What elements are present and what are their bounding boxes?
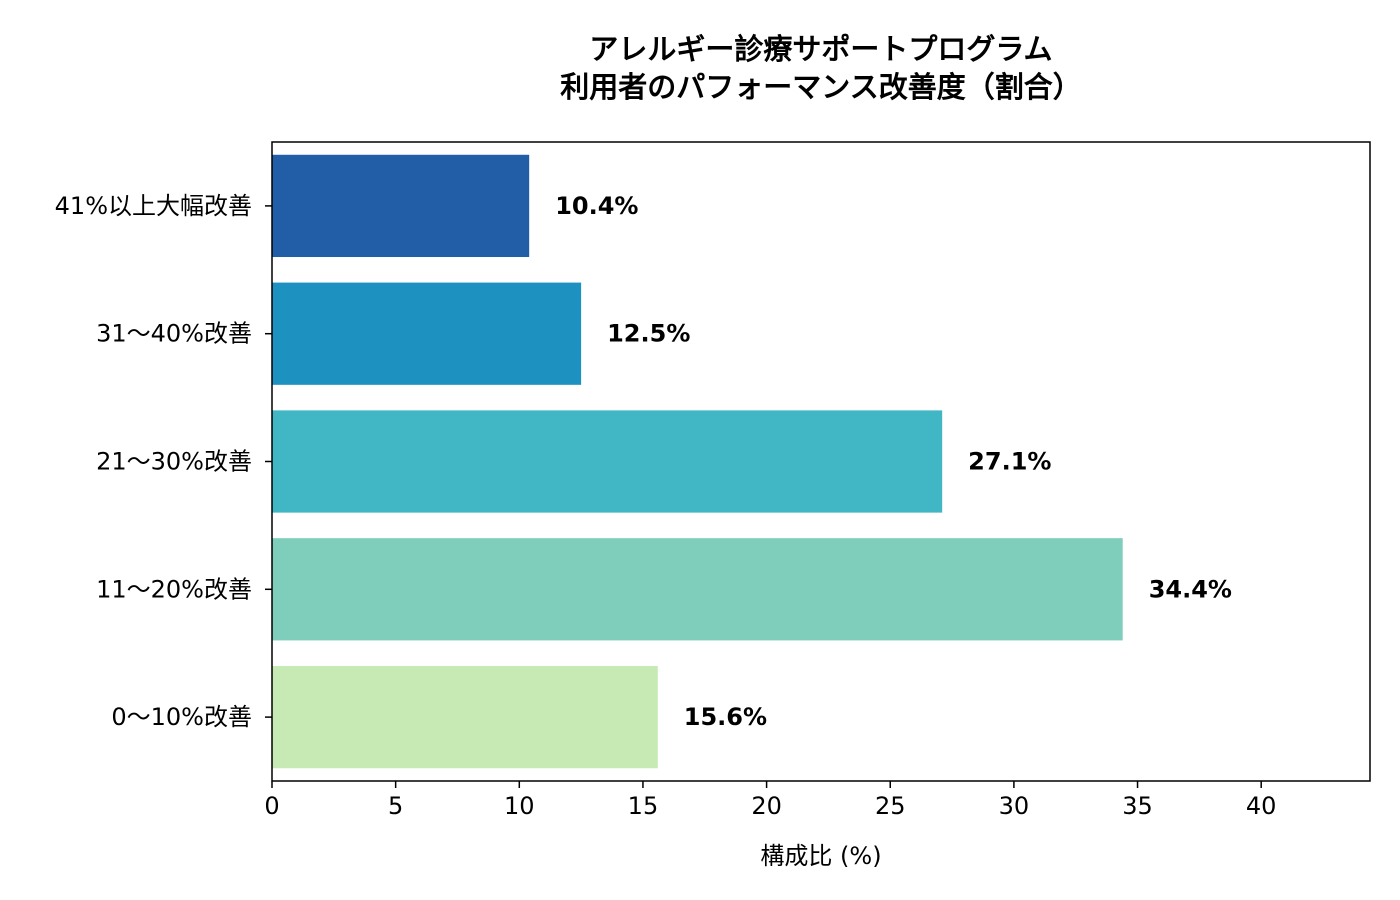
data-label-1: 10.4% — [555, 192, 638, 220]
y-tick-label-3: 21〜30%改善 — [96, 448, 252, 476]
x-tick-label-10: 10 — [504, 792, 535, 820]
bar-2 — [272, 282, 582, 385]
data-label-2: 12.5% — [607, 320, 690, 348]
bar-3 — [272, 410, 943, 513]
bar-5 — [272, 665, 658, 769]
data-label-5: 15.6% — [684, 703, 767, 731]
axes-frame — [271, 141, 1371, 782]
data-label-3: 27.1% — [968, 448, 1051, 476]
chart-title-line-2: 利用者のパフォーマンス改善度（割合） — [560, 70, 1082, 104]
x-axis-label: 構成比 (%) — [760, 842, 881, 870]
x-tick-label-35: 35 — [1122, 792, 1153, 820]
y-tick-label-2: 31〜40%改善 — [96, 320, 252, 348]
x-tick-label-5: 5 — [388, 792, 403, 820]
x-tick-label-20: 20 — [751, 792, 782, 820]
x-tick-label-30: 30 — [999, 792, 1030, 820]
x-tick-label-0: 0 — [264, 792, 279, 820]
y-tick-label-5: 0〜10%改善 — [111, 703, 252, 731]
x-tick-label-40: 40 — [1246, 792, 1277, 820]
y-tick-label-4: 11〜20%改善 — [96, 575, 252, 603]
x-tick-label-15: 15 — [628, 792, 659, 820]
bar-1 — [272, 154, 530, 258]
y-tick-label-1: 41%以上大幅改善 — [55, 192, 252, 220]
data-label-4: 34.4% — [1149, 575, 1232, 603]
bar-4 — [272, 538, 1123, 641]
x-tick-label-25: 25 — [875, 792, 906, 820]
chart-title-line-1: アレルギー診療サポートプログラム — [589, 32, 1053, 66]
